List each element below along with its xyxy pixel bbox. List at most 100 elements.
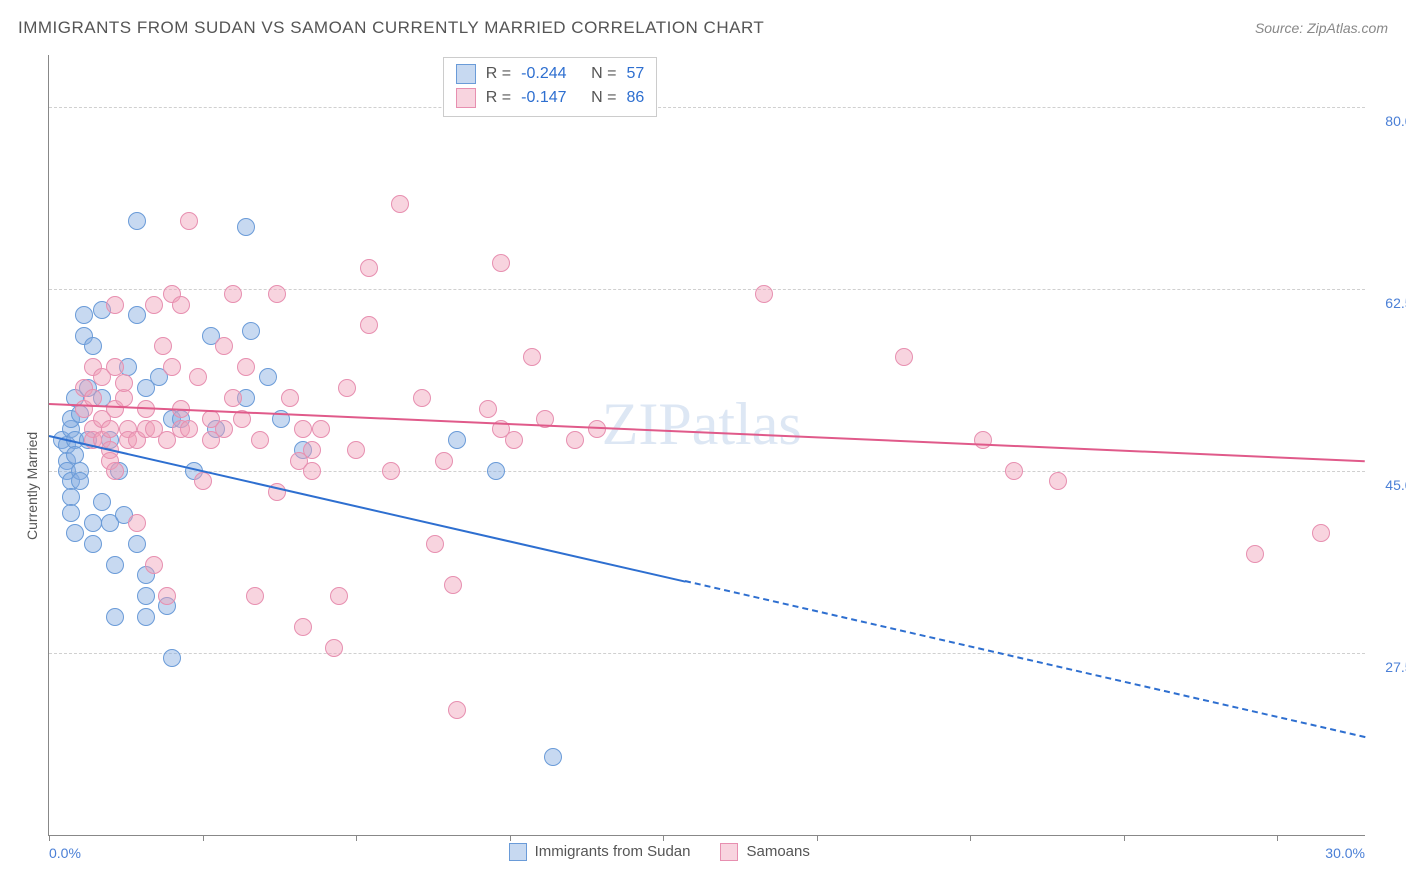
legend-n-label: N = [591, 65, 616, 83]
data-point [426, 535, 444, 553]
data-point [180, 420, 198, 438]
data-point [523, 348, 541, 366]
data-point [163, 649, 181, 667]
data-point [268, 285, 286, 303]
data-point [330, 587, 348, 605]
x-tick [510, 835, 511, 841]
gridline [49, 289, 1365, 290]
x-tick [1277, 835, 1278, 841]
data-point [106, 608, 124, 626]
data-point [448, 431, 466, 449]
plot-area: 27.5%45.0%62.5%80.0%0.0%30.0%ZIPatlas [48, 55, 1365, 836]
legend-n-label: N = [591, 89, 616, 107]
data-point [237, 358, 255, 376]
data-point [154, 337, 172, 355]
data-point [242, 322, 260, 340]
regression-line [49, 435, 686, 583]
data-point [294, 420, 312, 438]
y-tick-label: 62.5% [1370, 295, 1406, 311]
data-point [158, 587, 176, 605]
data-point [435, 452, 453, 470]
data-point [1005, 462, 1023, 480]
x-tick [49, 835, 50, 841]
data-point [588, 420, 606, 438]
data-point [106, 296, 124, 314]
data-point [487, 462, 505, 480]
data-point [347, 441, 365, 459]
data-point [360, 259, 378, 277]
y-axis-title: Currently Married [24, 432, 40, 540]
legend-swatch [720, 843, 738, 861]
data-point [145, 556, 163, 574]
legend-series-label: Immigrants from Sudan [535, 843, 691, 860]
data-point [544, 748, 562, 766]
gridline [49, 471, 1365, 472]
x-tick-label: 0.0% [49, 845, 81, 861]
legend-swatch [509, 843, 527, 861]
chart-title: IMMIGRANTS FROM SUDAN VS SAMOAN CURRENTL… [18, 18, 764, 38]
y-tick-label: 27.5% [1370, 659, 1406, 675]
data-point [93, 493, 111, 511]
x-tick [1124, 835, 1125, 841]
legend-r-value: -0.244 [521, 65, 581, 83]
x-tick [356, 835, 357, 841]
x-tick [203, 835, 204, 841]
data-point [303, 441, 321, 459]
data-point [755, 285, 773, 303]
data-point [194, 472, 212, 490]
legend-series: Immigrants from Sudan Samoans [509, 843, 810, 861]
x-tick [817, 835, 818, 841]
data-point [479, 400, 497, 418]
legend-swatch [456, 64, 476, 84]
data-point [303, 462, 321, 480]
data-point [251, 431, 269, 449]
data-point [84, 337, 102, 355]
x-tick [970, 835, 971, 841]
data-point [413, 389, 431, 407]
data-point [84, 535, 102, 553]
regression-line [49, 403, 1365, 462]
data-point [224, 389, 242, 407]
legend-correlation-row: R =-0.244N =57 [456, 62, 644, 86]
data-point [224, 285, 242, 303]
data-point [215, 420, 233, 438]
data-point [137, 608, 155, 626]
data-point [338, 379, 356, 397]
data-point [163, 358, 181, 376]
data-point [84, 514, 102, 532]
data-point [448, 701, 466, 719]
regression-line-extrapolated [685, 580, 1365, 738]
data-point [312, 420, 330, 438]
data-point [492, 254, 510, 272]
data-point [137, 587, 155, 605]
legend-n-value: 86 [626, 89, 644, 107]
legend-series-item: Samoans [720, 843, 809, 861]
data-point [281, 389, 299, 407]
data-point [172, 296, 190, 314]
data-point [128, 306, 146, 324]
data-point [75, 306, 93, 324]
data-point [128, 514, 146, 532]
data-point [106, 462, 124, 480]
data-point [115, 389, 133, 407]
data-point [1246, 545, 1264, 563]
legend-series-item: Immigrants from Sudan [509, 843, 691, 861]
data-point [360, 316, 378, 334]
data-point [246, 587, 264, 605]
data-point [180, 212, 198, 230]
legend-correlation-box: R =-0.244N =57R =-0.147N =86 [443, 57, 657, 117]
gridline [49, 653, 1365, 654]
data-point [128, 212, 146, 230]
data-point [974, 431, 992, 449]
data-point [259, 368, 277, 386]
data-point [115, 374, 133, 392]
data-point [294, 618, 312, 636]
legend-r-value: -0.147 [521, 89, 581, 107]
gridline [49, 107, 1365, 108]
data-point [895, 348, 913, 366]
data-point [325, 639, 343, 657]
data-point [237, 218, 255, 236]
legend-series-label: Samoans [746, 843, 809, 860]
y-tick-label: 45.0% [1370, 477, 1406, 493]
legend-r-label: R = [486, 65, 511, 83]
